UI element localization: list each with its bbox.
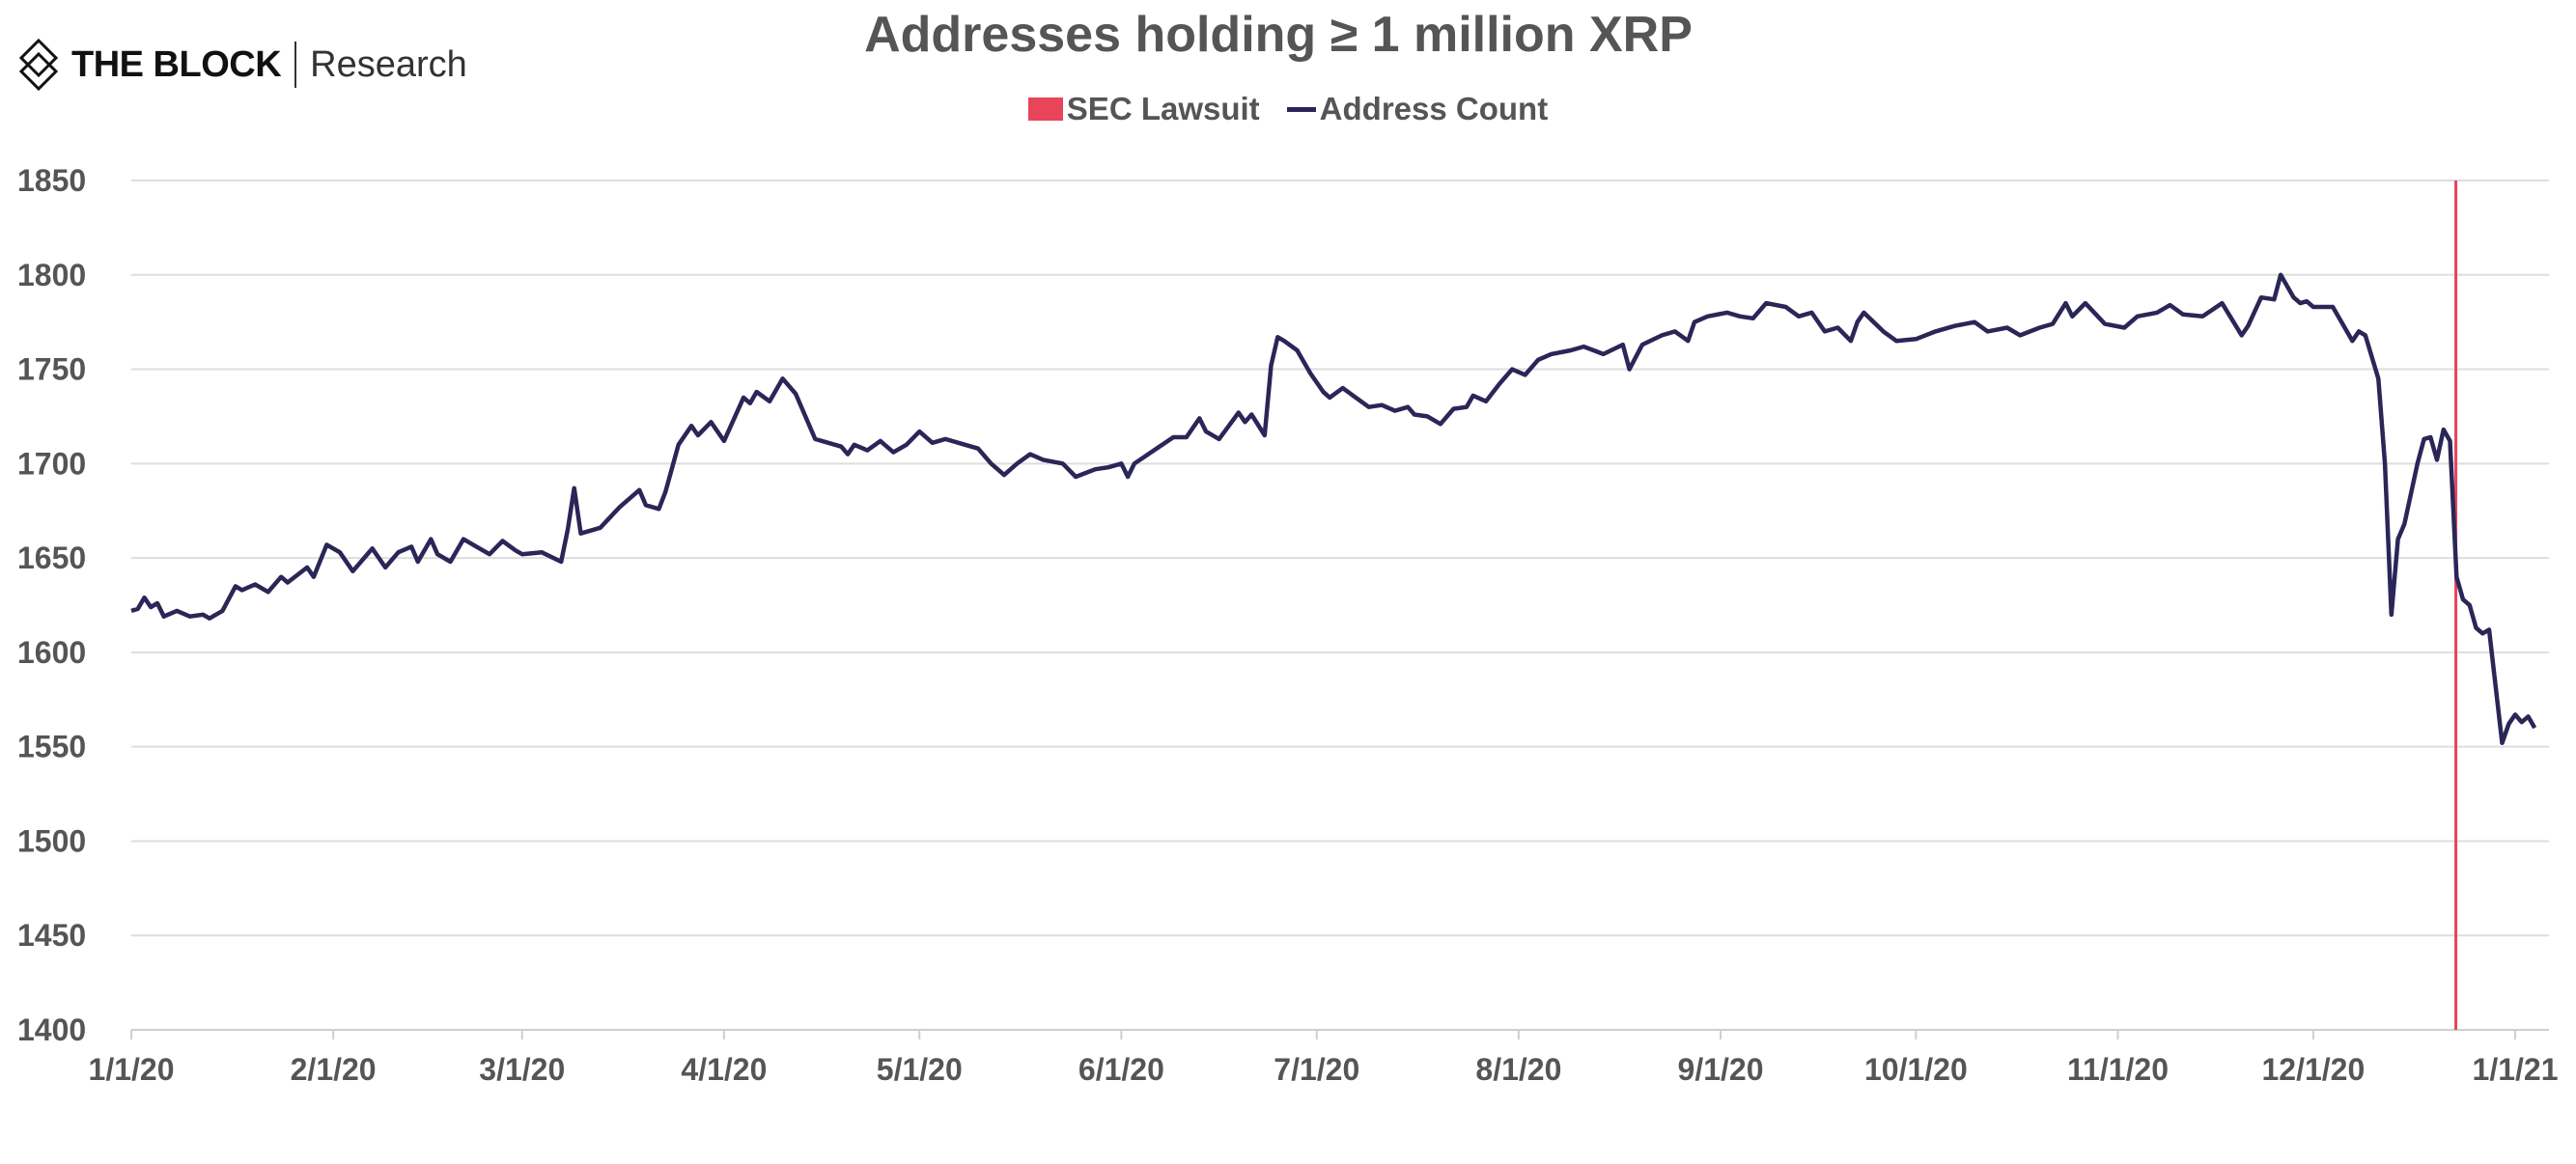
y-tick-label: 1700 [17,446,86,481]
x-tick-label: 2/1/20 [291,1052,377,1087]
x-tick-label: 12/1/20 [2261,1052,2365,1087]
y-tick-label: 1600 [17,635,86,670]
brand-sub: Research [310,43,467,85]
x-tick-label: 1/1/20 [89,1052,175,1087]
legend-item-sec-lawsuit: SEC Lawsuit [1027,91,1260,127]
brand-name: THE BLOCK [71,43,282,85]
x-tick-label: 10/1/20 [1864,1052,1968,1087]
x-tick-label: 4/1/20 [681,1052,767,1087]
x-tick-label: 5/1/20 [877,1052,963,1087]
the-block-cube-icon [19,39,58,91]
brand-divider [294,42,297,88]
y-tick-label: 1750 [17,352,86,387]
x-tick-label: 11/1/20 [2067,1052,2169,1087]
y-tick-label: 1800 [17,258,86,292]
legend-label: Address Count [1319,91,1549,126]
y-tick-label: 1850 [17,163,86,198]
y-tick-label: 1450 [17,918,86,953]
x-tick-label: 6/1/20 [1078,1052,1164,1087]
address-count-line [130,272,2537,746]
legend-label: SEC Lawsuit [1066,91,1260,126]
legend: SEC Lawsuit Address Count [0,91,2576,127]
legend-swatch-address-count [1286,106,1316,112]
x-tick-label: 9/1/20 [1678,1052,1764,1087]
x-tick-label: 8/1/20 [1475,1052,1561,1087]
x-tick-label: 1/1/21 [2473,1052,2559,1087]
y-tick-label: 1550 [17,730,86,764]
legend-swatch-sec-lawsuit [1027,97,1063,121]
y-tick-label: 1400 [17,1012,86,1047]
x-tick-label: 7/1/20 [1274,1052,1359,1087]
legend-item-address-count: Address Count [1286,91,1549,127]
y-tick-label: 1650 [17,540,86,575]
brand-logo: THE BLOCK Research [19,39,467,91]
x-tick-label: 3/1/20 [479,1052,565,1087]
chart-title: Addresses holding ≥ 1 million XRP [864,7,1693,63]
y-tick-label: 1500 [17,823,86,858]
